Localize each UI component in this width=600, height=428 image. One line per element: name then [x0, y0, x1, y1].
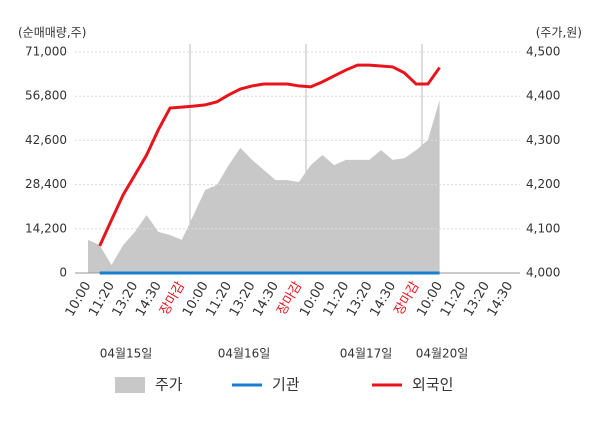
legend-swatch [115, 377, 145, 393]
price-area [88, 100, 440, 273]
y-axis-title: (순매매량,주) [18, 26, 86, 40]
date-label: 04월20일 [416, 347, 469, 361]
y2-tick-label: 4,500 [526, 45, 560, 59]
y2-tick-label: 4,200 [526, 177, 560, 191]
y-tick-label: 71,000 [25, 45, 67, 59]
y2-axis-title: (주가,원) [536, 26, 582, 40]
y2-tick-label: 4,100 [526, 221, 560, 235]
y-tick-label: 42,600 [25, 133, 67, 147]
y2-tick-label: 4,300 [526, 133, 560, 147]
series-line [98, 63, 441, 247]
date-label: 04월17일 [340, 347, 393, 361]
legend-label: 외국인 [412, 376, 453, 394]
legend-label: 주가 [155, 376, 183, 394]
series-layer [88, 100, 440, 273]
y-tick-label: 14,200 [25, 221, 67, 235]
y2-tick-label: 4,400 [526, 89, 560, 103]
y-tick-label: 56,800 [25, 89, 67, 103]
legend-label: 기관 [272, 376, 300, 394]
y-tick-label: 0 [59, 266, 67, 280]
date-label: 04월15일 [100, 347, 153, 361]
y-tick-label: 28,400 [25, 177, 67, 191]
date-label: 04월16일 [218, 347, 271, 361]
y2-tick-label: 4,000 [526, 266, 560, 280]
